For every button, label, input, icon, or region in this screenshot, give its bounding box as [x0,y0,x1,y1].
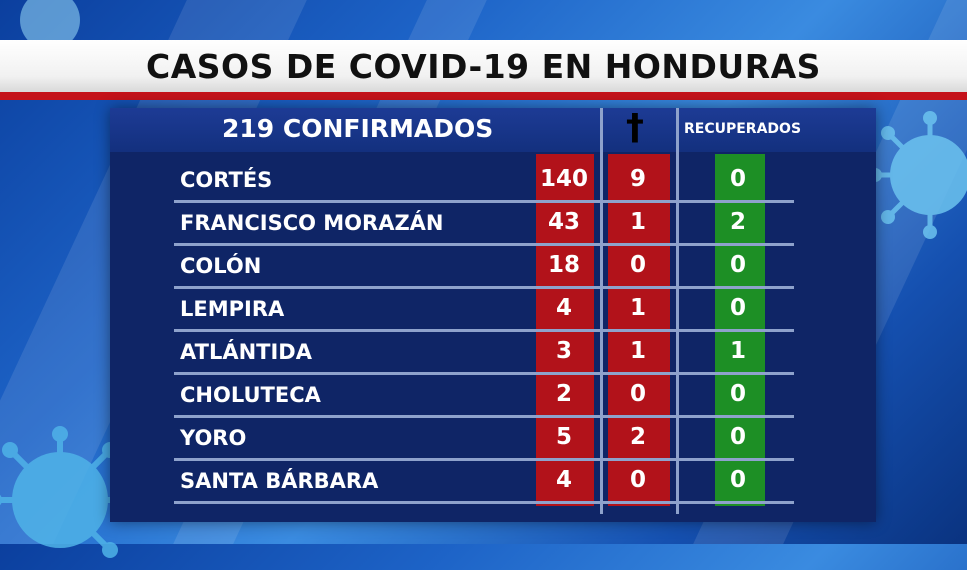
column-separator [676,108,679,514]
data-panel: 219 CONFIRMADOS † RECUPERADOS CORTÉS 140… [110,108,876,522]
virus-icon [868,111,967,239]
row-divider [174,458,794,461]
deaths-count: 2 [629,424,646,450]
confirmed-count: 2 [555,381,572,407]
recovered-count: 0 [729,252,746,278]
title-bar: CASOS DE COVID-19 EN HONDURAS [0,40,967,100]
virus-icon [20,0,80,50]
header-strip [110,108,876,152]
deaths-count: 0 [629,252,646,278]
column-separator [600,108,603,514]
department-name: YORO [180,426,247,450]
table-row: LEMPIRA 4 1 0 [174,289,794,332]
row-divider [174,243,794,246]
confirmed-total-label: 219 CONFIRMADOS [222,114,494,143]
recovered-label: RECUPERADOS [684,121,802,137]
confirmed-count: 43 [547,209,580,235]
department-name: ATLÁNTIDA [180,340,312,364]
table-row: SANTA BÁRBARA 4 0 0 [174,461,794,504]
department-name: CHOLUTECA [180,383,321,407]
confirmed-count: 3 [555,338,572,364]
row-divider [174,415,794,418]
confirmed-count: 18 [547,252,580,278]
department-name: FRANCISCO MORAZÁN [180,211,444,235]
page-title: CASOS DE COVID-19 EN HONDURAS [146,46,821,86]
deaths-count: 1 [629,295,646,321]
table-row: CHOLUTECA 2 0 0 [174,375,794,418]
table-row: YORO 5 2 0 [174,418,794,461]
deaths-count: 0 [629,381,646,407]
table-row: ATLÁNTIDA 3 1 1 [174,332,794,375]
recovered-count: 1 [729,338,746,364]
table-row: COLÓN 18 0 0 [174,246,794,289]
recovered-count: 0 [729,166,746,192]
row-divider [174,286,794,289]
department-name: SANTA BÁRBARA [180,469,379,493]
table-row: CORTÉS 140 9 0 [174,160,794,203]
deaths-count: 9 [629,166,646,192]
recovered-count: 2 [729,209,746,235]
confirmed-count: 140 [539,166,588,192]
deaths-count: 0 [629,467,646,493]
recovered-count: 0 [729,295,746,321]
confirmed-count: 4 [555,295,572,321]
recovered-count: 0 [729,381,746,407]
row-divider [174,501,794,504]
row-divider [174,200,794,203]
deaths-count: 1 [629,338,646,364]
row-divider [174,329,794,332]
row-divider [174,372,794,375]
department-name: CORTÉS [180,168,273,192]
department-name: COLÓN [180,254,262,278]
department-name: LEMPIRA [180,297,285,321]
deaths-count: 1 [629,209,646,235]
deaths-cross-icon: † [626,107,644,148]
recovered-count: 0 [729,424,746,450]
confirmed-count: 5 [555,424,572,450]
table-row: FRANCISCO MORAZÁN 43 1 2 [174,203,794,246]
recovered-count: 0 [729,467,746,493]
confirmed-count: 4 [555,467,572,493]
